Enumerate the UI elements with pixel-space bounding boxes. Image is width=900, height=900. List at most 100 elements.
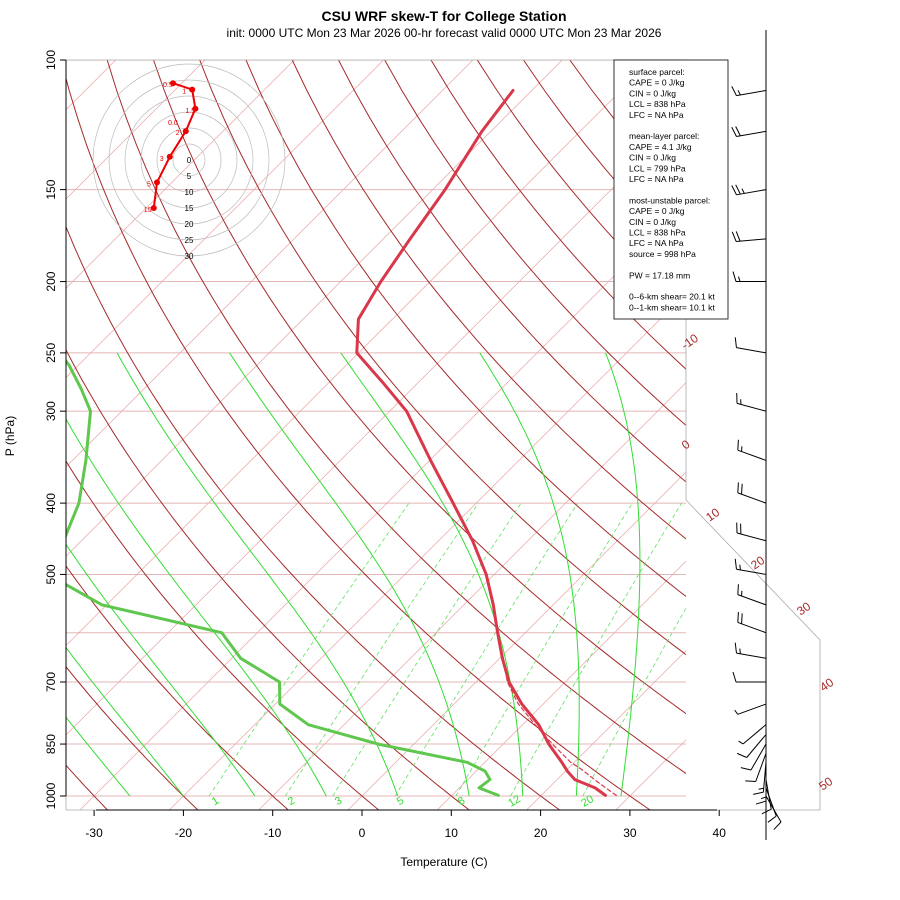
y-tick-label: 100 bbox=[44, 50, 58, 70]
wind-barb-staff bbox=[737, 703, 767, 715]
hodograph-ring-label: 0 bbox=[187, 156, 192, 165]
hodograph-ring-label: 25 bbox=[185, 236, 194, 245]
wind-barb-staff bbox=[742, 724, 767, 745]
x-tick-label: 20 bbox=[534, 826, 548, 840]
mixing-ratio-line bbox=[208, 502, 410, 797]
mixing-ratio-line bbox=[510, 502, 682, 797]
wind-barb-half-flag bbox=[738, 740, 744, 745]
wind-barb-flag bbox=[745, 780, 756, 783]
mixing-ratio-label: 5 bbox=[395, 795, 406, 808]
mixing-ratio-line bbox=[332, 502, 522, 797]
wind-barb-flag bbox=[737, 584, 739, 595]
wind-barb bbox=[737, 584, 767, 606]
isotherm-line bbox=[66, 60, 563, 557]
dry-adiabat-line bbox=[199, 60, 686, 656]
chart-title: CSU WRF skew-T for College Station bbox=[321, 8, 566, 24]
wind-barb-flag bbox=[741, 613, 743, 624]
info-line: CAPE = 0 J/kg bbox=[629, 78, 685, 88]
wind-barb bbox=[734, 642, 767, 659]
dry-adiabat-line bbox=[66, 348, 470, 810]
wind-barb-flag bbox=[741, 483, 743, 495]
wind-barb-flag bbox=[734, 642, 737, 654]
mixing-ratio-label: 12 bbox=[506, 793, 523, 810]
x-tick-label: 0 bbox=[359, 826, 366, 840]
wind-barb-flag bbox=[755, 800, 767, 805]
dry-adiabat-line bbox=[66, 76, 651, 810]
dry-adiabat-line bbox=[847, 60, 900, 812]
dry-adiabat-label: 20 bbox=[748, 553, 767, 572]
isotherm-line bbox=[79, 203, 686, 810]
wind-barb bbox=[737, 482, 767, 504]
info-line: LCL = 838 hPa bbox=[629, 228, 686, 238]
moist-adiabat-line bbox=[66, 418, 327, 797]
hodograph-ring-label: 30 bbox=[185, 252, 194, 261]
mixing-ratio-label: 2 bbox=[286, 795, 297, 808]
isotherm-line bbox=[526, 650, 686, 810]
info-line: LFC = NA hPa bbox=[629, 174, 684, 184]
isotherm-line bbox=[615, 739, 686, 810]
info-line: surface parcel: bbox=[629, 67, 685, 77]
wind-barb bbox=[753, 762, 767, 795]
wind-barb bbox=[731, 86, 767, 97]
y-tick-label: 150 bbox=[44, 179, 58, 199]
y-axis-label: P (hPa) bbox=[3, 416, 17, 456]
wind-barb-staff bbox=[736, 652, 767, 659]
hodograph-height-label: 0.5 bbox=[163, 82, 173, 89]
y-tick-label: 200 bbox=[44, 271, 58, 291]
moist-adiabat-line bbox=[66, 716, 131, 797]
x-tick-label: 10 bbox=[445, 826, 459, 840]
wind-barb bbox=[734, 558, 767, 575]
wind-barb-half-flag bbox=[741, 188, 745, 194]
wind-barb-flag bbox=[767, 815, 777, 823]
temperature-line bbox=[355, 89, 607, 797]
hodograph-ring-label: 5 bbox=[187, 172, 192, 181]
wind-barb-staff bbox=[737, 621, 767, 634]
hodograph-ring bbox=[140, 111, 238, 209]
hodograph-height-label: 1.5 bbox=[185, 108, 195, 115]
wind-barb-flag bbox=[773, 821, 782, 830]
wind-barb-flag bbox=[732, 671, 737, 683]
hodograph-height-label: 1 bbox=[182, 89, 186, 96]
wind-barb-flag bbox=[731, 126, 737, 137]
x-tick-label: 30 bbox=[623, 826, 637, 840]
dry-adiabat-label: 0 bbox=[679, 437, 693, 452]
moist-adiabat-line bbox=[479, 352, 580, 797]
wind-barb bbox=[755, 771, 767, 805]
y-tick-label: 850 bbox=[44, 734, 58, 754]
isotherm-line bbox=[793, 60, 900, 812]
mixing-ratio-line bbox=[455, 502, 633, 797]
wind-barb bbox=[734, 337, 767, 354]
hodograph-point bbox=[182, 128, 189, 135]
hodograph-point bbox=[166, 153, 173, 160]
wind-barb-half-flag bbox=[739, 648, 741, 654]
moist-adiabat-line bbox=[340, 352, 524, 796]
isotherm-line bbox=[66, 60, 474, 468]
isotherm-line bbox=[66, 60, 116, 111]
wind-barb bbox=[737, 439, 767, 461]
info-line: CIN = 0 J/kg bbox=[629, 88, 676, 98]
wind-barb-staff bbox=[736, 189, 767, 196]
wind-barb bbox=[731, 184, 767, 196]
wind-barbs bbox=[731, 30, 782, 840]
hodograph-ring-label: 10 bbox=[185, 188, 194, 197]
wind-barb-flag bbox=[735, 126, 741, 137]
moist-adiabat-line bbox=[116, 352, 399, 797]
wind-barb-half-flag bbox=[737, 90, 741, 96]
y-tick-label: 400 bbox=[44, 493, 58, 513]
dry-adiabat-line bbox=[291, 60, 686, 540]
wind-barb-flag bbox=[731, 86, 737, 96]
wind-barb bbox=[736, 734, 767, 758]
isotherm-line bbox=[168, 292, 686, 810]
mixing-ratio-label: 8 bbox=[456, 795, 467, 808]
x-tick-label: -30 bbox=[85, 826, 103, 840]
wind-barb-flag bbox=[761, 808, 772, 815]
wind-barb-staff bbox=[736, 532, 767, 542]
wind-barb-staff bbox=[762, 762, 767, 793]
wind-barb-staff bbox=[736, 402, 767, 412]
wind-barb-flag bbox=[736, 752, 747, 758]
wind-barb bbox=[738, 724, 767, 745]
info-line: PW = 17.18 mm bbox=[629, 270, 690, 280]
wind-barb bbox=[732, 671, 766, 683]
hodograph-point bbox=[154, 179, 160, 186]
